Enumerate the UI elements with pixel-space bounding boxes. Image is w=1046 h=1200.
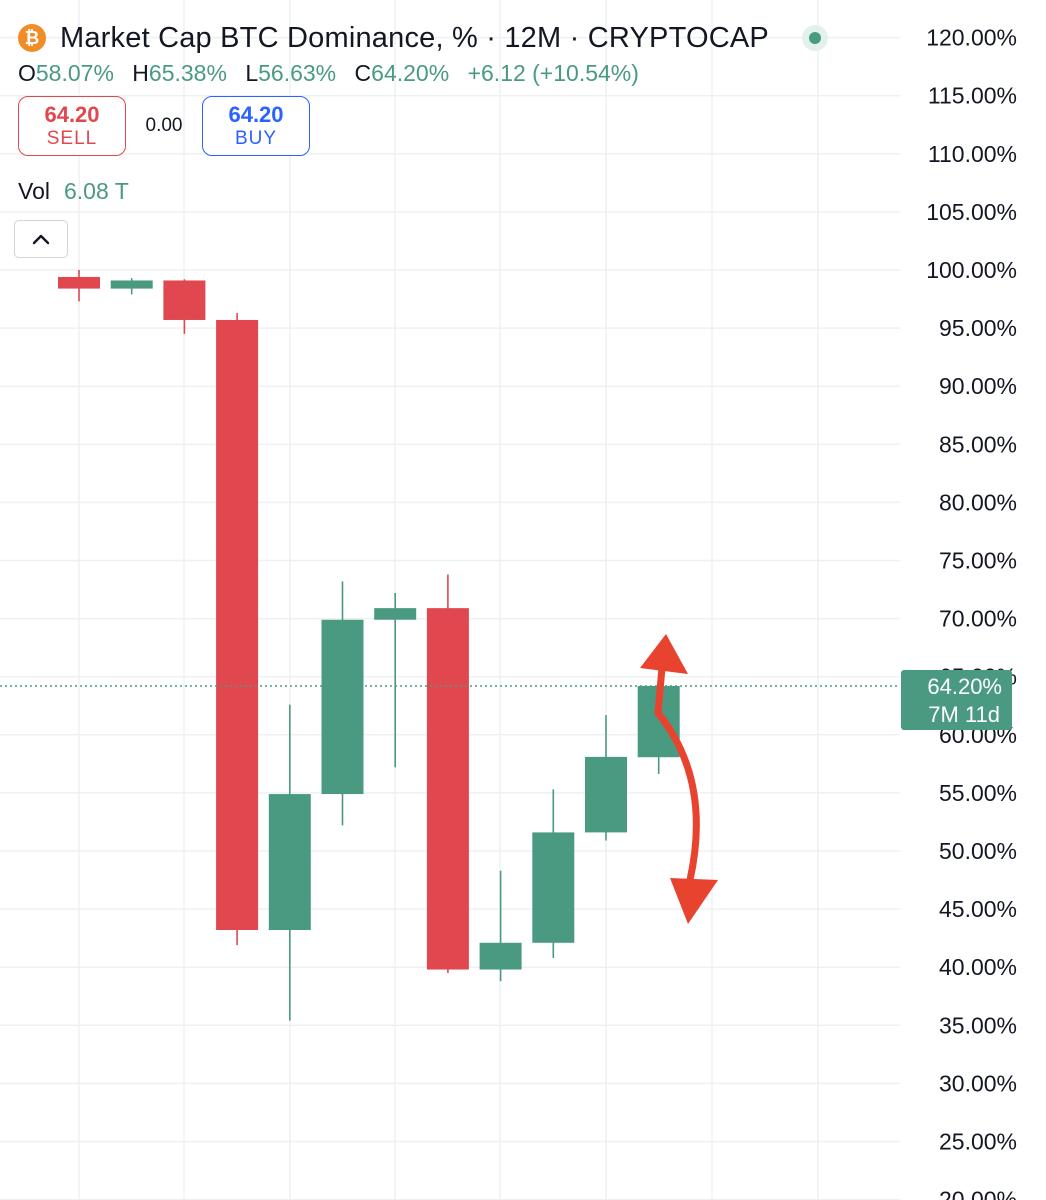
change-value: +6.12 (+10.54%) (467, 60, 639, 86)
candle-8 (426, 574, 469, 974)
annotation-down-arrowhead (670, 878, 718, 924)
countdown-label: 7M 11d (928, 702, 1000, 727)
annotation-curve (654, 709, 700, 884)
buy-button[interactable]: 64.20 BUY (202, 96, 310, 156)
open-value: 58.07% (35, 60, 114, 86)
y-tick-label: 95.00% (939, 315, 1017, 341)
candle-2 (110, 278, 153, 295)
y-tick-label: 50.00% (939, 838, 1017, 864)
buy-price: 64.20 (228, 102, 284, 127)
candle-body (110, 280, 153, 289)
buy-label: BUY (234, 128, 278, 149)
spread-value: 0.00 (145, 115, 183, 136)
sell-label: SELL (46, 128, 98, 149)
candle-body (268, 794, 311, 931)
volume-value: 6.08 T (63, 178, 129, 204)
y-tick-label: 70.00% (939, 606, 1017, 632)
volume-label: Vol (18, 178, 50, 204)
red-double-arrow-annotation (640, 634, 718, 924)
volume-legend: Vol 6.08 T (18, 178, 821, 208)
y-tick-label: 120.00% (926, 25, 1017, 51)
sell-price: 64.20 (44, 102, 100, 127)
y-tick-label: 75.00% (939, 548, 1017, 574)
candle-body (479, 942, 522, 970)
ohlc-values: O58.07% H65.38% L56.63% C64.20% +6.12 (+… (18, 60, 821, 94)
annotation-up-shaft (654, 664, 666, 717)
candle-3 (163, 279, 206, 334)
y-tick-label: 90.00% (939, 373, 1017, 399)
y-tick-label: 105.00% (926, 199, 1017, 225)
trade-panel: 64.20 SELL 0.00 64.20 BUY (18, 96, 821, 156)
candle-body (216, 319, 259, 931)
candles (58, 270, 680, 1021)
candle-body (58, 276, 100, 289)
sell-button[interactable]: 64.20 SELL (18, 96, 126, 156)
symbol-title[interactable]: Market Cap BTC Dominance, % · 12M · CRYP… (60, 21, 769, 54)
low-value: 56.63% (258, 60, 337, 86)
y-tick-label: 85.00% (939, 431, 1017, 457)
y-tick-label: 20.00% (939, 1187, 1017, 1200)
candle-6 (321, 581, 364, 826)
last-price-label: 64.20% (927, 674, 1002, 699)
annotation-up-arrowhead (640, 634, 688, 674)
candle-body (532, 832, 575, 943)
y-tick-label: 25.00% (939, 1129, 1017, 1155)
y-tick-label: 30.00% (939, 1070, 1017, 1096)
market-status-dot (808, 32, 821, 44)
candle-body (585, 756, 627, 833)
y-tick-label: 45.00% (939, 896, 1017, 922)
bitcoin-icon: ₿ (18, 24, 46, 52)
y-tick-label: 35.00% (939, 1012, 1017, 1038)
candle-4 (216, 312, 259, 946)
y-tick-label: 115.00% (928, 83, 1017, 109)
candle-body (426, 608, 469, 970)
open-label: O (18, 60, 36, 86)
candle-11 (585, 715, 627, 841)
symbol-title-row: ₿ Market Cap BTC Dominance, % · 12M · CR… (18, 18, 821, 58)
candle-body (163, 280, 206, 320)
y-tick-label: 100.00% (926, 257, 1017, 283)
high-label: H (132, 60, 149, 86)
y-tick-label: 55.00% (939, 780, 1017, 806)
candle-body (321, 619, 364, 795)
candle-10 (532, 789, 575, 958)
low-label: L (245, 60, 259, 86)
candle-9 (479, 870, 522, 982)
candle-body (374, 608, 417, 620)
y-tick-label: 110.00% (928, 141, 1017, 167)
close-label: C (354, 60, 372, 86)
price-tag-box (901, 669, 1012, 730)
chart-legend: ₿ Market Cap BTC Dominance, % · 12M · CR… (14, 18, 821, 258)
last-price-tag: 64.20% 7M 11d (901, 669, 1012, 730)
y-tick-label: 40.00% (939, 954, 1017, 980)
high-value: 65.38% (148, 60, 227, 86)
candle-1 (58, 270, 100, 302)
y-tick-label: 80.00% (939, 489, 1017, 515)
collapse-legend-button[interactable] (14, 220, 68, 258)
close-value: 64.20% (371, 60, 450, 86)
candle-7 (374, 593, 417, 768)
price-axis[interactable]: 25.00% 30.00% 35.00% 40.00% 45.00% 50.00% 55.0… (926, 25, 1017, 1200)
candle-5 (268, 704, 311, 1021)
chevron-up-icon (32, 234, 50, 245)
